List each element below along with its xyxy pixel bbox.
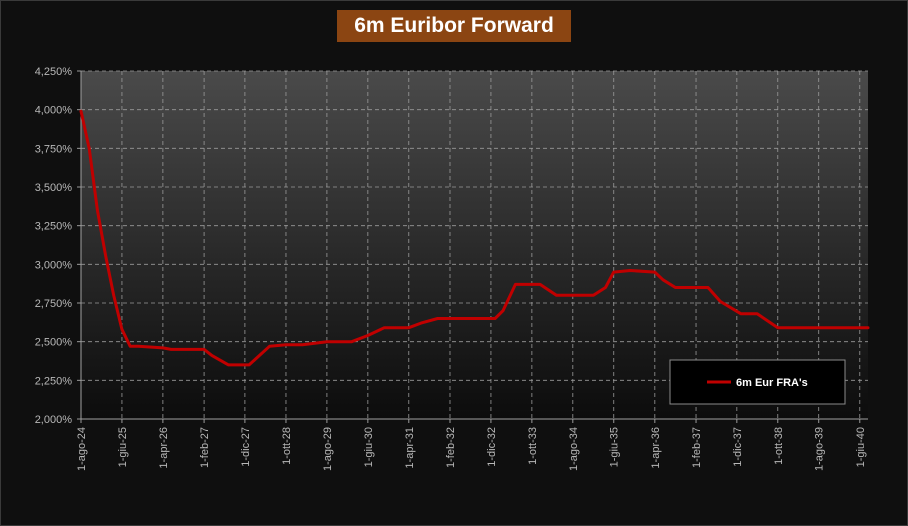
x-tick-label: 1-ott-33	[527, 427, 539, 465]
y-tick-label: 2,500%	[35, 337, 73, 349]
x-tick-label: 1-apr-31	[404, 427, 416, 469]
x-tick-label: 1-dic-27	[240, 427, 252, 467]
y-gridlines	[77, 70, 868, 420]
x-tick-label: 1-ago-24	[76, 427, 88, 471]
x-tick-label: 1-apr-36	[650, 427, 662, 469]
y-tick-label: 2,250%	[35, 375, 73, 387]
x-tick-label: 1-dic-32	[486, 427, 498, 467]
x-tick-label: 1-ago-34	[568, 427, 580, 471]
y-tick-label: 4,000%	[35, 105, 73, 117]
x-tick-label: 1-ott-38	[773, 427, 785, 465]
x-tick-labels: 1-ago-24 1-giu-25 1-apr-26 1-feb-27 1-dic-27…	[76, 427, 867, 471]
x-tick-label: 1-giu-30	[363, 427, 375, 467]
x-tick-label: 1-feb-27	[199, 427, 211, 468]
series-line	[79, 109, 870, 367]
x-tick-label: 1-dic-37	[732, 427, 744, 467]
x-tick-label: 1-ago-29	[322, 427, 334, 471]
y-tick-label: 3,250%	[35, 221, 73, 233]
legend: 6m Eur FRA's	[669, 359, 846, 405]
series-layer	[79, 109, 870, 367]
legend-box	[669, 359, 846, 405]
y-tick-label: 3,000%	[35, 259, 73, 271]
x-tick-label: 1-apr-26	[158, 427, 170, 469]
chart-title: 6m Euribor Forward	[337, 10, 571, 42]
x-tick-label: 1-giu-25	[117, 427, 129, 467]
y-tick-label: 3,750%	[35, 143, 73, 155]
y-tick-labels: 2,000% 2,250% 2,500% 2,750% 3,000% 3,250% 3,50…	[35, 66, 73, 426]
y-tick-label: 2,000%	[35, 414, 73, 426]
axes	[80, 71, 868, 420]
x-tick-label: 1-giu-40	[855, 427, 867, 467]
y-tick-label: 4,250%	[35, 66, 73, 78]
x-tick-label: 1-giu-35	[609, 427, 621, 467]
legend-label: 6m Eur FRA's	[736, 377, 808, 389]
x-tick-label: 1-feb-32	[445, 427, 457, 468]
x-tick-label: 1-feb-37	[691, 427, 703, 468]
y-tick-label: 2,750%	[35, 298, 73, 310]
x-tick-label: 1-ott-28	[281, 427, 293, 465]
x-tick-label: 1-ago-39	[814, 427, 826, 471]
y-tick-label: 3,500%	[35, 182, 73, 194]
